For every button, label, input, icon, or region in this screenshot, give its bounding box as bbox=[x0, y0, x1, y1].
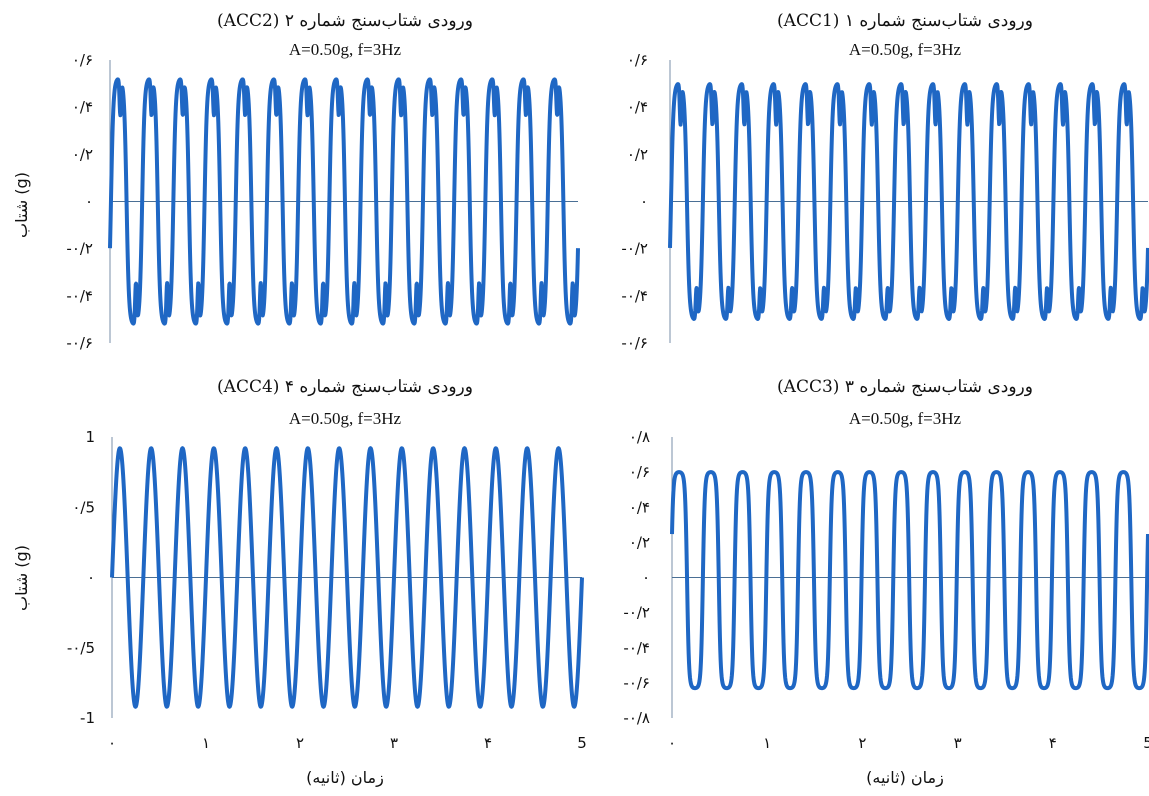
series-line-acc3 bbox=[670, 470, 1149, 691]
y-tick-label-acc1: ۰/۴ bbox=[627, 98, 648, 116]
x-axis-label-right: زمان (ثانیه) bbox=[866, 768, 944, 788]
chart-title-acc2: ورودی شتاب‌سنج شماره ۲ (ACC2) bbox=[217, 11, 473, 31]
series-line-acc1 bbox=[668, 82, 1149, 321]
y-tick-label-acc4: -۰/5 bbox=[67, 639, 95, 657]
chart-subtitle-acc1: A=0.50g, f=3Hz bbox=[849, 40, 962, 59]
chart-subtitle-acc3: A=0.50g, f=3Hz bbox=[849, 409, 962, 428]
chart-title-acc4: ورودی شتاب‌سنج شماره ۴ (ACC4) bbox=[217, 377, 473, 397]
y-tick-label-acc2: ۰/۴ bbox=[72, 98, 93, 116]
y-tick-label-acc3: -۰/۴ bbox=[623, 639, 650, 657]
y-tick-label-acc1: ۰ bbox=[640, 193, 648, 211]
x-tick-label-acc3: ۴ bbox=[1049, 734, 1057, 752]
y-axis-label-top: شتاب (g) bbox=[12, 172, 31, 238]
y-tick-label-acc3: ۰/۸ bbox=[629, 428, 650, 446]
chart-title-acc3: ورودی شتاب‌سنج شماره ۳ (ACC3) bbox=[777, 377, 1033, 397]
y-tick-label-acc2: -۰/۶ bbox=[66, 334, 93, 352]
y-tick-label-acc3: -۰/۶ bbox=[623, 674, 650, 692]
y-tick-label-acc3: ۰ bbox=[642, 569, 650, 587]
y-tick-label-acc3: ۰/۶ bbox=[629, 463, 650, 481]
y-tick-label-acc4: 1 bbox=[85, 428, 95, 446]
x-tick-label-acc4: ۱ bbox=[202, 734, 210, 752]
chart-subtitle-acc2: A=0.50g, f=3Hz bbox=[289, 40, 402, 59]
y-tick-label-acc1: -۰/۶ bbox=[621, 334, 648, 352]
y-tick-label-acc2: -۰/۴ bbox=[66, 287, 93, 305]
chart-panel-acc1: ورودی شتاب‌سنج شماره ۱ (ACC1) A=0.50g, f=… bbox=[621, 11, 1149, 352]
x-tick-label-acc4: ۳ bbox=[390, 734, 398, 752]
y-tick-label-acc3: ۰/۲ bbox=[629, 533, 650, 551]
x-tick-label-acc3: 5 bbox=[1143, 734, 1149, 752]
y-tick-label-acc1: -۰/۴ bbox=[621, 287, 648, 305]
y-tick-label-acc2: ۰/۶ bbox=[72, 51, 93, 69]
x-tick-label-acc4: ۰ bbox=[108, 734, 116, 752]
x-tick-label-acc4: ۲ bbox=[296, 734, 304, 752]
y-tick-label-acc2: ۰ bbox=[85, 193, 93, 211]
x-axis-label-left: زمان (ثانیه) bbox=[306, 768, 384, 788]
chart-panel-acc4: ورودی شتاب‌سنج شماره ۴ (ACC4) A=0.50g, f=… bbox=[67, 377, 587, 752]
chart-subtitle-acc4: A=0.50g, f=3Hz bbox=[289, 409, 402, 428]
y-tick-label-acc4: -1 bbox=[80, 709, 95, 727]
y-tick-label-acc3: -۰/۸ bbox=[623, 709, 650, 727]
y-tick-label-acc3: ۰/۴ bbox=[629, 498, 650, 516]
y-tick-label-acc4: ۰ bbox=[87, 569, 95, 587]
y-axis-label-bottom: شتاب (g) bbox=[12, 545, 31, 611]
y-tick-label-acc2: ۰/۲ bbox=[72, 145, 93, 163]
chart-panel-acc2: ورودی شتاب‌سنج شماره ۲ (ACC2) A=0.50g, f=… bbox=[66, 11, 580, 352]
x-tick-label-acc4: ۴ bbox=[484, 734, 492, 752]
series-line-acc2 bbox=[108, 77, 580, 326]
y-tick-label-acc1: -۰/۲ bbox=[621, 240, 648, 258]
y-tick-label-acc3: -۰/۲ bbox=[623, 604, 650, 622]
series-line-acc4 bbox=[110, 446, 584, 709]
x-tick-label-acc3: ۰ bbox=[668, 734, 676, 752]
x-tick-label-acc3: ۱ bbox=[763, 734, 771, 752]
y-tick-label-acc1: ۰/۲ bbox=[627, 145, 648, 163]
chart-panel-acc3: ورودی شتاب‌سنج شماره ۳ (ACC3) A=0.50g, f=… bbox=[623, 377, 1149, 752]
y-tick-label-acc4: ۰/5 bbox=[72, 498, 95, 516]
y-tick-label-acc2: -۰/۲ bbox=[66, 240, 93, 258]
x-tick-label-acc3: ۳ bbox=[954, 734, 962, 752]
y-tick-label-acc1: ۰/۶ bbox=[627, 51, 648, 69]
chart-title-acc1: ورودی شتاب‌سنج شماره ۱ (ACC1) bbox=[777, 11, 1033, 31]
x-tick-label-acc4: 5 bbox=[577, 734, 587, 752]
x-tick-label-acc3: ۲ bbox=[858, 734, 866, 752]
